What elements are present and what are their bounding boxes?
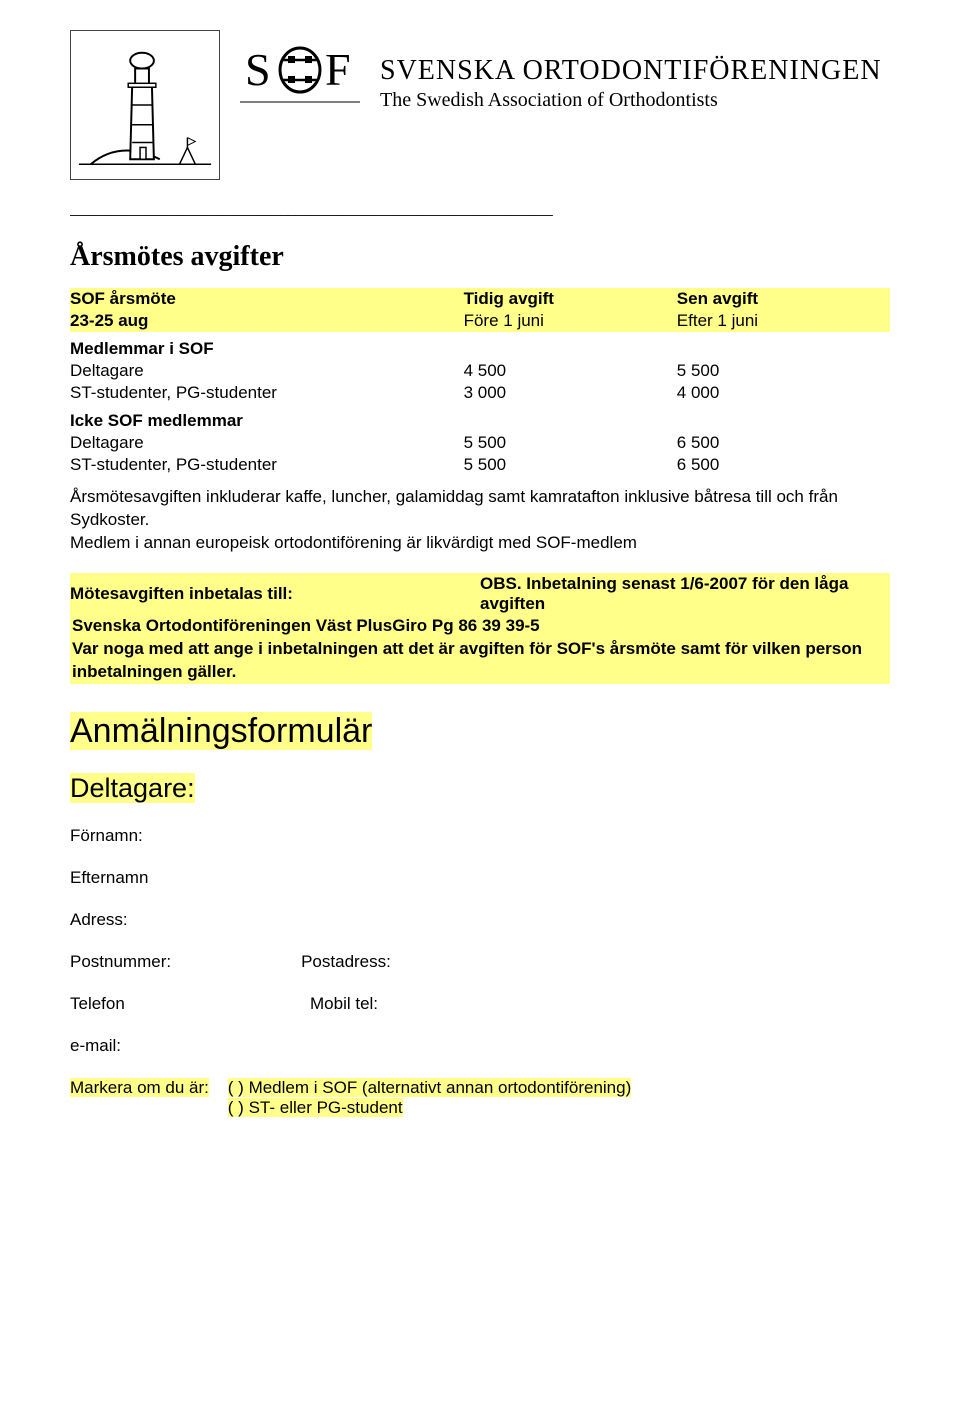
field-telefon: Telefon [70,994,180,1014]
divider-line: ________________________________________… [70,200,890,216]
field-efternamn: Efternamn [70,868,890,888]
field-fornamn: Förnamn: [70,826,890,846]
field-adress: Adress: [70,910,890,930]
page: S F SVENSKA ORTODONTIFÖRENINGEN The Swed… [0,0,960,1178]
payment-line1: Svenska Ortodontiföreningen Väst PlusGir… [70,615,890,638]
table-head-c2: Tidig avgift [464,288,677,310]
field-row-tel: Telefon Mobil tel: [70,994,890,1014]
form-title-text: Anmälningsformulär [70,712,372,750]
table-cell: Deltagare [70,432,464,454]
field-postadress: Postadress: [301,952,391,972]
table-head-c1: SOF årsmöte [70,288,464,310]
table-cell: Deltagare [70,360,464,382]
svg-text:S: S [245,44,271,95]
section-title: Årsmötes avgifter [70,241,890,273]
field-row-post: Postnummer: Postadress: [70,952,890,972]
group2-title: Icke SOF medlemmar [70,410,890,432]
table-cell: ST-studenter, PG-studenter [70,382,464,404]
form-subtitle: Deltagare: [70,773,890,804]
payment-block: Mötesavgiften inbetalas till: OBS. Inbet… [70,573,890,684]
table-cell: 5 500 [464,454,677,476]
form-subtitle-text: Deltagare: [70,773,195,803]
org-subtitle: The Swedish Association of Orthodontists [380,89,890,112]
table-head2-c1: 23-25 aug [70,310,464,332]
table-head2-c2: Före 1 juni [464,310,677,332]
field-postnummer: Postnummer: [70,952,171,972]
table-cell: ST-studenter, PG-studenter [70,454,464,476]
payment-line2: Var noga med att ange i inbetalningen at… [70,638,890,684]
mark-opt2: ( ) ST- eller PG-student [228,1098,403,1117]
group1-title: Medlemmar i SOF [70,338,890,360]
table-cell: 6 500 [677,454,890,476]
mark-opt1: ( ) Medlem i SOF (alternativt annan orto… [228,1078,631,1097]
payment-label: Mötesavgiften inbetalas till: [70,573,480,615]
table-cell: 5 500 [464,432,677,454]
header: S F SVENSKA ORTODONTIFÖRENINGEN The Swed… [70,30,890,180]
table-cell: 6 500 [677,432,890,454]
table-cell: 5 500 [677,360,890,382]
header-text: SVENSKA ORTODONTIFÖRENINGEN The Swedish … [380,30,890,112]
lighthouse-logo [70,30,220,180]
table-head-c3: Sen avgift [677,288,890,310]
fees-table: SOF årsmöte Tidig avgift Sen avgift 23-2… [70,288,890,476]
sof-monogram-logo: S F [240,30,360,110]
form-title: Anmälningsformulär [70,712,890,751]
org-title: SVENSKA ORTODONTIFÖRENINGEN [380,55,890,87]
table-cell: 4 500 [464,360,677,382]
mark-label: Markera om du är: [70,1078,209,1097]
svg-text:F: F [325,44,351,95]
fee-note-2: Medlem i annan europeisk ortodontiföreni… [70,532,890,555]
table-cell: 4 000 [677,382,890,404]
field-email: e-mail: [70,1036,890,1056]
mark-block: Markera om du är: ( ) Medlem i SOF (alte… [70,1078,890,1118]
table-cell: 3 000 [464,382,677,404]
payment-obs: OBS. Inbetalning senast 1/6-2007 för den… [480,573,890,615]
fee-note-1: Årsmötesavgiften inkluderar kaffe, lunch… [70,486,890,532]
table-head2-c3: Efter 1 juni [677,310,890,332]
field-mobil: Mobil tel: [310,994,378,1014]
